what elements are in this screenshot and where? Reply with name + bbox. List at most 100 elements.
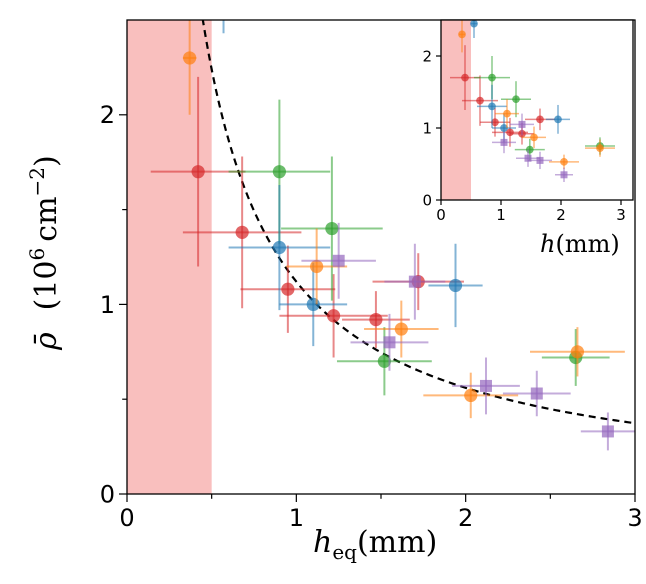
inset-ytick-label-0: 0: [422, 191, 432, 209]
inset-marker-green-2: [525, 145, 534, 154]
inset-marker-red-2: [491, 118, 499, 127]
inset-point-orange-2: [549, 154, 579, 170]
main-x-axis-label: heq(mm): [313, 525, 437, 564]
main-point-red-4: [342, 291, 410, 349]
inset-marker-blue-0: [488, 102, 496, 111]
main-point-blue-3: [217, 4, 230, 34]
inset-marker-red-1: [476, 96, 484, 105]
main-xtick-label-3: 3: [627, 504, 642, 532]
inset-marker-purple-1: [524, 154, 532, 162]
main-marker-purple-2: [408, 275, 421, 288]
main-xtick-label-0: 0: [119, 504, 134, 532]
main-marker-purple-5: [601, 425, 614, 438]
inset-axes-frame: [440, 19, 634, 201]
main-point-green-1: [281, 156, 383, 301]
inset-point-orange-4: [458, 20, 466, 53]
main-marker-red-4: [369, 312, 383, 327]
inset-marker-green-0: [488, 73, 496, 82]
main-point-purple-0: [301, 222, 376, 299]
inset-point-purple-2: [528, 151, 552, 170]
main-marker-green-2: [377, 354, 391, 368]
inset-ytick-label-2: 2: [422, 47, 432, 65]
main-marker-orange-1: [394, 322, 408, 336]
main-marker-orange-0: [310, 259, 324, 274]
inset-marker-blue-1: [500, 124, 508, 132]
main-marker-red-2: [281, 282, 295, 296]
main-point-purple-1: [350, 313, 429, 371]
inset-marker-orange-0: [503, 109, 511, 118]
main-point-blue-0: [228, 184, 331, 311]
inset-marker-orange-2: [560, 157, 568, 166]
main-ytick-label-1: 1: [100, 291, 115, 319]
main-marker-blue-2: [448, 278, 463, 293]
inset-marker-orange-1: [530, 133, 538, 142]
main-point-purple-2: [384, 243, 446, 320]
main-xtick-label-2: 2: [458, 504, 473, 532]
main-marker-purple-0: [332, 254, 345, 267]
main-point-purple-3: [452, 357, 520, 415]
inset-x-axis-label: h(mm): [540, 230, 620, 258]
inset-plot: 0 1 2 3 0 1 2 h(mm): [422, 19, 634, 258]
inset-marker-blue-2: [554, 115, 562, 124]
main-xtick-label-1: 1: [289, 504, 304, 532]
inset-ytick-label-1: 1: [422, 119, 432, 137]
inset-marker-green-1: [512, 95, 520, 104]
inset-point-green-1: [501, 81, 531, 118]
inset-shaded-region: [441, 20, 471, 200]
inset-xtick-label-0: 0: [436, 206, 446, 224]
inset-point-blue-3: [470, 20, 478, 38]
main-marker-orange-2: [464, 388, 478, 403]
main-marker-blue-3: [217, 4, 230, 17]
inset-point-orange-3: [585, 139, 615, 157]
inset-marker-red-5: [536, 115, 544, 124]
main-marker-green-0: [272, 165, 286, 179]
main-point-red-2: [240, 245, 336, 333]
main-marker-purple-4: [530, 387, 543, 400]
main-marker-purple-3: [479, 379, 492, 392]
inset-point-purple-4: [510, 113, 534, 136]
inset-point-orange-1: [522, 126, 546, 149]
main-marker-orange-3: [570, 345, 585, 359]
main-point-purple-5: [580, 412, 635, 451]
inset-point-orange-0: [495, 99, 519, 128]
main-marker-green-1: [325, 221, 339, 236]
inset-point-red-2: [480, 107, 510, 137]
main-point-blue-1: [279, 262, 348, 347]
main-marker-red-1: [235, 225, 249, 239]
main-point-orange-1: [364, 300, 439, 358]
main-point-red-3: [279, 274, 388, 358]
main-y-axis-label: ρ̄(106cm−2): [25, 155, 64, 351]
inset-marker-orange-4: [458, 30, 466, 39]
inset-xtick-label-2: 2: [556, 206, 566, 224]
main-point-red-1: [182, 156, 302, 309]
main-marker-blue-1: [306, 297, 320, 311]
main-plot: 0 1 2 3 0 1 2 heq(mm) ρ̄(106cm−2): [25, 4, 643, 564]
main-fit-curve: [201, 20, 635, 425]
inset-marker-purple-3: [560, 171, 568, 179]
inset-point-blue-0: [477, 84, 507, 128]
main-marker-purple-1: [383, 336, 396, 349]
main-ytick-label-2: 2: [100, 101, 115, 129]
inset-marker-purple-0: [500, 138, 508, 146]
main-point-purple-4: [502, 370, 571, 417]
main-marker-orange-4: [183, 51, 197, 65]
inset-marker-red-0: [461, 73, 469, 82]
main-point-orange-3: [530, 327, 625, 377]
inset-marker-orange-3: [596, 144, 604, 153]
inset-xtick-label-1: 1: [496, 206, 506, 224]
main-ytick-label-0: 0: [100, 480, 115, 508]
inset-point-blue-2: [546, 104, 570, 134]
inset-point-purple-0: [492, 131, 516, 154]
inset-point-purple-1: [516, 149, 540, 167]
inset-point-purple-3: [555, 167, 573, 182]
inset-xtick-label-3: 3: [616, 206, 626, 224]
main-marker-blue-0: [272, 240, 286, 255]
inset-marker-purple-2: [536, 156, 544, 164]
inset-marker-blue-3: [470, 20, 478, 28]
inset-point-red-0: [450, 45, 480, 110]
inset-marker-purple-4: [518, 120, 526, 128]
main-marker-red-3: [326, 309, 341, 323]
main-point-orange-2: [423, 372, 519, 419]
main-marker-red-0: [191, 165, 205, 179]
